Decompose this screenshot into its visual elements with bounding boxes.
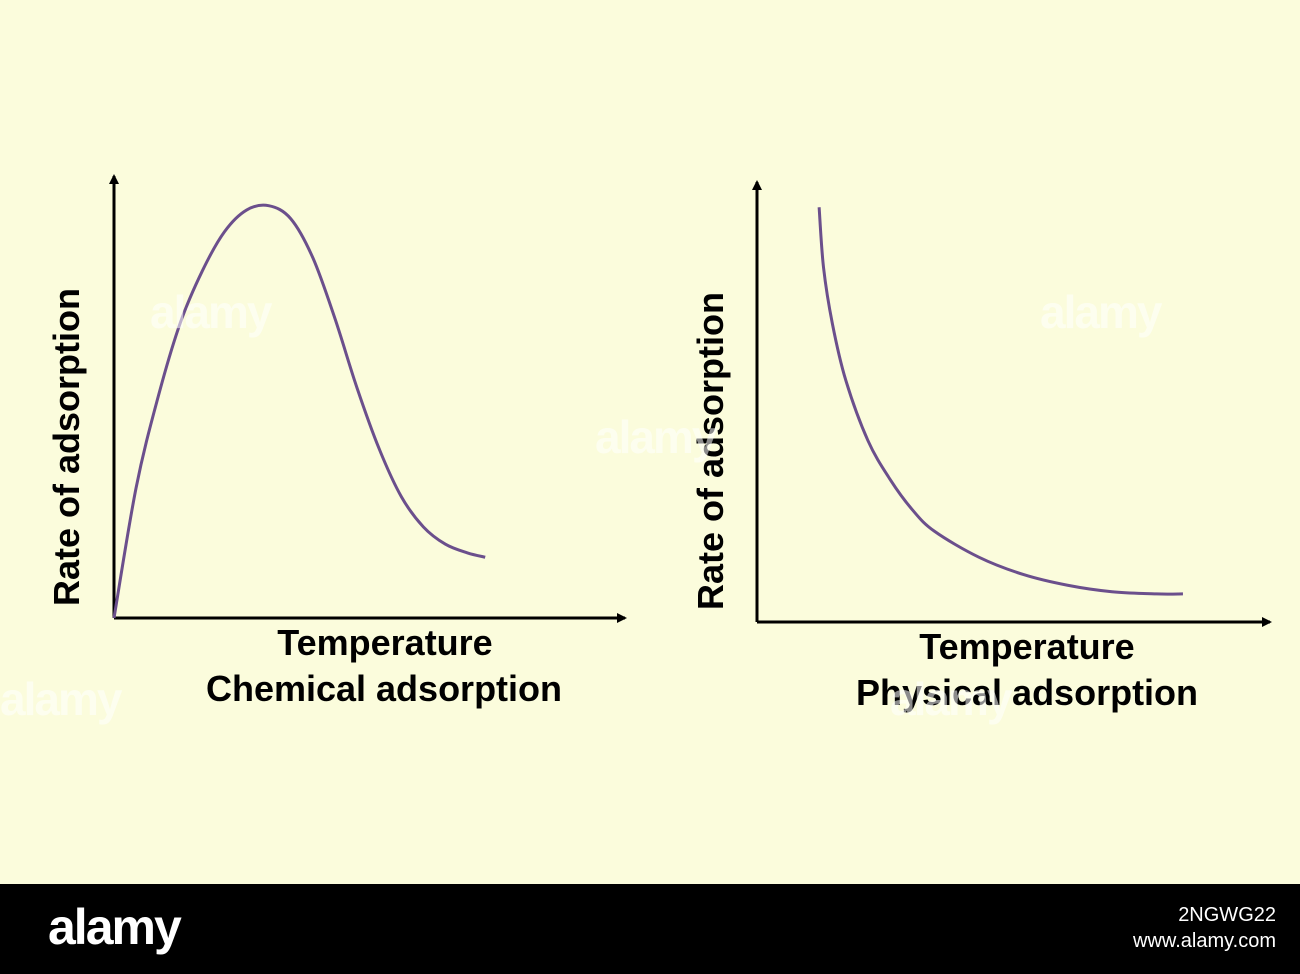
chemical-adsorption-title: Chemical adsorption — [205, 668, 563, 709]
chemical-x-axis-label: Temperature — [277, 622, 493, 663]
footer-site: www.alamy.com — [1133, 930, 1276, 952]
footer-brand-logo: alamy — [48, 899, 182, 955]
chemical-curve-line — [112, 203, 486, 619]
physical-adsorption-title: Physical adsorption — [855, 672, 1199, 713]
footer-image-id: 2NGWG22 — [1178, 904, 1276, 926]
footer-bar: alamy 2NGWG22 www.alamy.com — [0, 884, 1300, 974]
charts-svg — [109, 174, 1272, 627]
chemical-y-axis-label: Rate of adsorption — [46, 287, 87, 606]
physical-curve-line — [817, 207, 1183, 596]
physical-x-axis-label: Temperature — [919, 626, 1135, 667]
footer-image-info: 2NGWG22 www.alamy.com — [1133, 902, 1276, 954]
physical-y-axis-label: Rate of adsorption — [690, 291, 731, 610]
chart-area: Rate of adsorption Temperature Chemical … — [0, 174, 1272, 725]
